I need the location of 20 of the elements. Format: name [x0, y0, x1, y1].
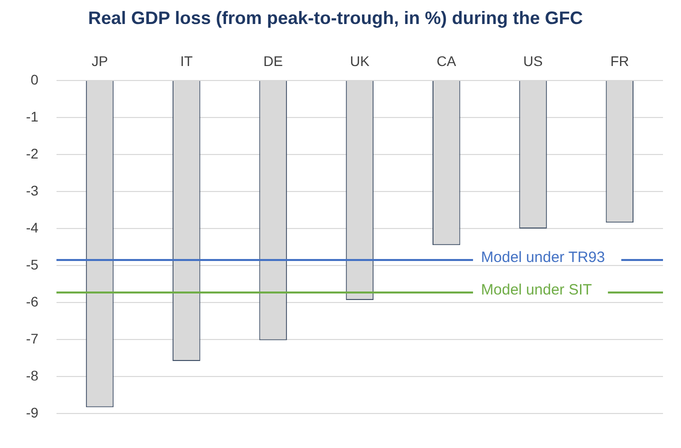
x-tick-label: US [523, 52, 543, 69]
y-tick-label: -3 [26, 182, 39, 198]
y-tick-label: -6 [26, 293, 39, 310]
ref-line-label: Model under TR93 [481, 249, 606, 266]
x-tick-label: JP [92, 52, 108, 69]
x-tick-label: FR [610, 52, 630, 69]
x-tick-label: UK [350, 52, 370, 69]
y-tick-label: -7 [26, 330, 39, 346]
y-tick-label: 0 [30, 71, 39, 88]
y-tick-label: -1 [26, 108, 39, 124]
ref-line-label: Model under SIT [481, 282, 592, 299]
x-tick-label: DE [263, 52, 283, 69]
y-tick-label: -8 [26, 367, 39, 384]
chart-title: Real GDP loss (from peak-to-trough, in %) during the GFC [88, 8, 583, 28]
y-tick-label: -9 [26, 404, 39, 420]
y-tick-label: -2 [26, 145, 39, 162]
y-tick-label: -4 [26, 219, 39, 236]
x-tick-label: IT [180, 52, 194, 69]
y-tick-label: -5 [26, 256, 39, 272]
x-tick-label: CA [436, 52, 457, 69]
